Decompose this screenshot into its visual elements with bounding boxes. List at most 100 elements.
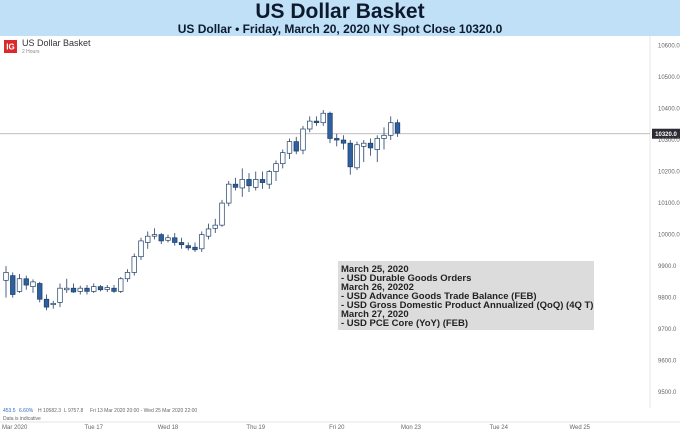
annotation-line: - USD Advance Goods Trade Balance (FEB): [341, 291, 537, 302]
candle-body: [388, 122, 394, 136]
candle-body: [64, 287, 70, 291]
candle-body: [145, 235, 151, 243]
candlestick-chart: 10320.0 9500.0 9600.0 9700.0 9800.0 9900.0 10…: [0, 36, 680, 431]
x-tick-label: Wed 18: [158, 425, 179, 431]
candle-body: [239, 179, 245, 189]
candle-body: [192, 246, 198, 251]
candle-body: [97, 286, 104, 291]
y-tick-label: 10000.0: [658, 233, 680, 239]
candle-body: [367, 142, 374, 149]
candle-body: [165, 237, 171, 241]
candle: [219, 199, 225, 227]
y-tick-label: 9900.0: [658, 264, 677, 270]
candle: [138, 237, 144, 260]
candle: [361, 140, 367, 163]
candle: [104, 285, 110, 292]
footer-high: H 10582.3: [38, 408, 61, 414]
candle: [226, 181, 232, 207]
x-tick-label: Fri 20: [329, 425, 345, 431]
candle-body: [111, 287, 117, 292]
candle-body: [30, 281, 36, 287]
footer-range: Fri 13 Mar 2020 20:00 - Wed 25 Mar 2020 …: [90, 408, 197, 414]
candle-body: [3, 272, 9, 281]
x-tick-label: Wed 25: [569, 425, 590, 431]
candle-body: [124, 272, 131, 280]
y-axis: 9500.0 9600.0 9700.0 9800.0 9900.0 10000.0 101…: [658, 43, 680, 396]
candle-body: [313, 120, 320, 124]
candle: [340, 135, 347, 150]
candle: [239, 168, 245, 197]
candle: [172, 233, 178, 246]
annotation-line: March 27, 2020: [341, 309, 409, 320]
y-tick-label: 9500.0: [658, 390, 677, 396]
candle-body: [340, 139, 347, 144]
candle-body: [219, 202, 225, 226]
candle: [158, 233, 164, 245]
candle-body: [347, 142, 353, 168]
candle-body: [300, 128, 306, 151]
last-price-line: 10320.0: [0, 128, 680, 139]
candle: [91, 283, 97, 293]
candle-body: [334, 138, 340, 141]
annotation-line: - USD Durable Goods Orders: [341, 273, 471, 284]
candle: [37, 281, 43, 303]
annotation-line: - USD Gross Domestic Product Annualized …: [341, 300, 593, 311]
candle-body: [307, 120, 313, 130]
candle: [10, 272, 16, 298]
x-tick-label: Thu 19: [246, 425, 265, 431]
last-price-tag: [652, 128, 680, 139]
candle-body: [293, 141, 299, 152]
chart-legend: IG US Dollar Basket 2 Hours: [4, 38, 91, 55]
candle-body: [178, 242, 185, 246]
candle-body: [151, 234, 158, 237]
candle: [253, 171, 259, 191]
x-axis: Mar 2020 Tue 17 Wed 18 Thu 19 Fri 20 Mon 23 Tu…: [2, 425, 591, 431]
candle-body: [172, 237, 178, 243]
candle: [367, 138, 374, 156]
chart-subtitle: US Dollar • Friday, March 20, 2020 NY Sp…: [177, 22, 503, 36]
y-tick-label: 10300.0: [658, 138, 680, 144]
candle: [57, 283, 63, 308]
candle: [23, 275, 29, 290]
legend-interval: 2 Hours: [22, 49, 40, 55]
candle-body: [286, 141, 293, 154]
candle-body: [320, 112, 326, 124]
last-price-label: 10320.0: [655, 132, 677, 138]
footer-source: Data is indicative: [3, 416, 41, 422]
annotation-line: March 26, 20202: [341, 282, 414, 293]
candle-body: [354, 144, 360, 169]
x-tick-label: Mar 2020: [2, 425, 28, 431]
candle: [293, 136, 299, 155]
candle-body: [158, 234, 164, 242]
candle-body: [43, 298, 50, 308]
candle: [280, 149, 286, 169]
candle: [394, 119, 401, 137]
candle: [334, 133, 340, 147]
candle-body: [104, 287, 110, 290]
candle-body: [259, 179, 266, 183]
candle-body: [273, 163, 279, 172]
candle: [50, 300, 56, 309]
candle-body: [185, 245, 191, 249]
candles-group: [3, 110, 401, 311]
candle-body: [266, 171, 272, 185]
candle: [246, 173, 252, 193]
candle: [374, 135, 380, 163]
candle: [354, 141, 360, 170]
candle: [212, 218, 218, 234]
candle-body: [37, 283, 43, 300]
chart-header: US Dollar Basket US Dollar • Friday, Mar…: [0, 0, 680, 36]
candle: [232, 177, 239, 191]
candle: [145, 231, 151, 249]
candle-body: [246, 179, 252, 187]
y-tick-label: 9800.0: [658, 296, 677, 302]
candle-body: [253, 179, 259, 188]
candle-body: [84, 287, 90, 292]
candle: [192, 242, 198, 252]
candle-body: [226, 183, 232, 204]
candle: [286, 138, 293, 159]
candle-body: [118, 278, 124, 292]
candle: [320, 110, 326, 126]
candle: [3, 266, 9, 298]
x-tick-label: Mon 23: [401, 425, 422, 431]
